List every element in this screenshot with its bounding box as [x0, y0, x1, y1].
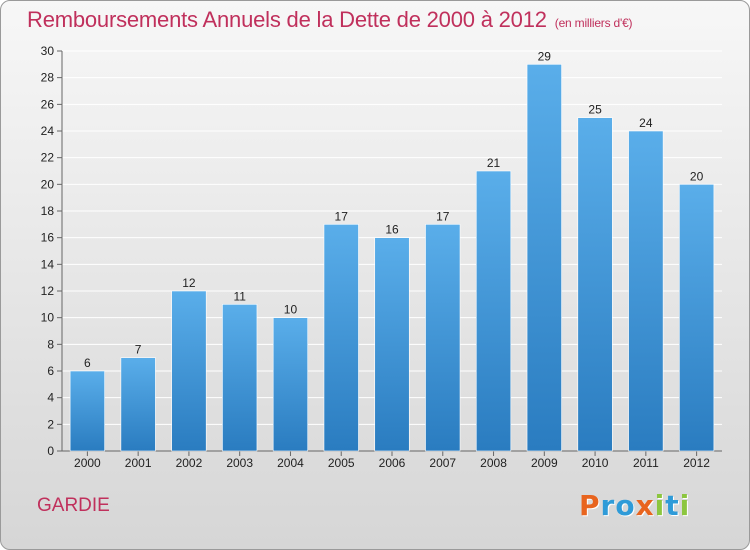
y-tick-label: 22: [41, 151, 55, 165]
proxiti-logo: Proxiti: [579, 489, 690, 522]
y-tick-label: 8: [47, 337, 54, 351]
value-label-2011: 24: [639, 116, 653, 130]
value-label-2003: 11: [233, 289, 246, 303]
chart-title: Remboursements Annuels de la Dette de 20…: [27, 7, 633, 33]
value-label-2010: 25: [588, 103, 602, 117]
logo-letter: i: [679, 489, 691, 522]
bars: [69, 64, 715, 452]
x-tick-label-2012: 2012: [683, 456, 710, 470]
x-tick-label-2007: 2007: [429, 456, 456, 470]
bar-2006: [374, 237, 410, 452]
x-tick-label-2010: 2010: [582, 456, 609, 470]
bar-2012: [679, 184, 715, 452]
x-tick-label-2006: 2006: [379, 456, 406, 470]
y-tick-label: 30: [41, 44, 55, 58]
y-tick-label: 24: [41, 124, 55, 138]
bar-2009: [526, 64, 562, 452]
value-label-2004: 10: [284, 303, 298, 317]
value-label-2006: 16: [385, 223, 399, 237]
x-tick-label-2001: 2001: [125, 456, 152, 470]
x-tick-label-2009: 2009: [531, 456, 558, 470]
commune-name: GARDIE: [37, 495, 110, 516]
y-tick-label: 0: [47, 444, 54, 458]
logo-letter: P: [579, 489, 601, 522]
x-tick-label-2003: 2003: [226, 456, 253, 470]
value-label-2002: 12: [182, 276, 196, 290]
value-label-2009: 29: [538, 49, 552, 63]
bar-2010: [577, 117, 613, 452]
x-tick-label-2011: 2011: [633, 456, 659, 470]
bar-2011: [628, 130, 664, 452]
x-tick-label-2000: 2000: [74, 456, 101, 470]
chart-subtitle: (en milliers d'€): [554, 16, 633, 30]
logo-letter: i: [654, 489, 666, 522]
y-tick-label: 28: [41, 71, 55, 85]
bar-2004: [272, 317, 309, 452]
x-tick-label-2005: 2005: [328, 456, 355, 470]
value-label-2007: 17: [436, 209, 450, 223]
y-tick-label: 20: [41, 177, 55, 191]
bar-2007: [425, 224, 461, 452]
value-label-2000: 6: [84, 356, 91, 370]
value-label-2008: 21: [487, 156, 501, 170]
bar-2001: [120, 357, 156, 452]
y-tick-label: 10: [41, 311, 55, 325]
y-tick-label: 4: [47, 391, 54, 405]
value-label-2005: 17: [335, 209, 349, 223]
bar-2003: [222, 304, 258, 452]
bar-2002: [171, 290, 207, 452]
logo-letter: o: [615, 489, 636, 522]
value-label-2001: 7: [135, 343, 142, 357]
y-tick-label: 16: [41, 231, 55, 245]
chart-title-text: Remboursements Annuels de la Dette de 20…: [27, 7, 547, 32]
x-tick-label-2002: 2002: [176, 456, 203, 470]
y-tick-label: 6: [47, 364, 54, 378]
labels: 0246810121416182022242628306200072001122…: [41, 44, 711, 470]
y-tick-label: 18: [41, 204, 55, 218]
x-tick-label-2008: 2008: [480, 456, 507, 470]
logo-letter: x: [635, 489, 655, 522]
y-tick-label: 26: [41, 97, 55, 111]
y-tick-label: 14: [41, 257, 55, 271]
value-label-2012: 20: [690, 169, 704, 183]
bar-2005: [323, 224, 359, 452]
x-tick-label-2004: 2004: [277, 456, 304, 470]
bar-2000: [69, 370, 105, 452]
logo-letter: t: [665, 489, 680, 522]
y-tick-label: 12: [41, 284, 55, 298]
y-tick-label: 2: [47, 417, 54, 431]
logo-letter: r: [600, 489, 616, 522]
bar-2008: [475, 170, 512, 452]
